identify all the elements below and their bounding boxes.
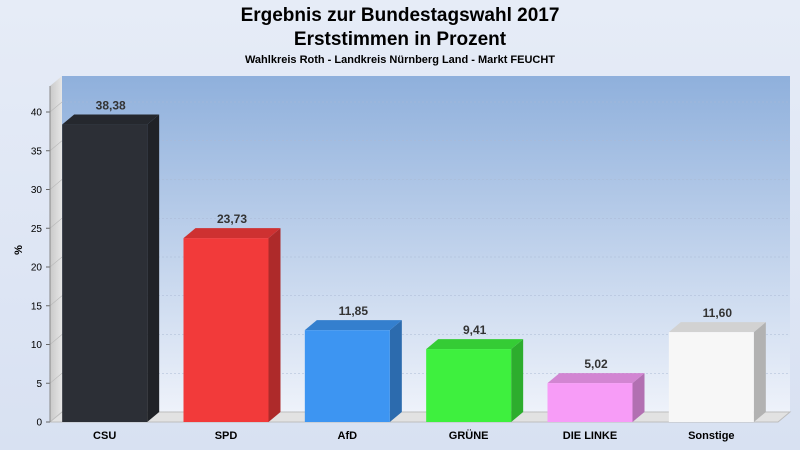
bar-top [62, 114, 160, 125]
y-axis-label: % [13, 245, 25, 255]
bar-side [511, 339, 524, 422]
bar-sonstige [668, 322, 766, 422]
bar-csu [62, 114, 160, 423]
x-category-label: DIE LINKE [563, 430, 617, 442]
grid-line-side [49, 295, 63, 306]
y-tick-label: 40 [31, 108, 43, 119]
x-category-label: AfD [338, 430, 358, 442]
y-tick-label: 15 [31, 301, 43, 312]
bar-front [547, 383, 633, 422]
bar-front [426, 349, 512, 422]
bar-value-label: 38,38 [96, 99, 126, 113]
grid-line-side [49, 179, 63, 190]
bar-side [147, 114, 160, 423]
chart-title-line2: Erststimmen in Prozent [293, 29, 507, 50]
y-tick-label: 35 [31, 146, 43, 157]
grid-line-side [49, 140, 63, 151]
chart-subtitle: Wahlkreis Roth - Landkreis Nürnberg Land… [244, 54, 556, 66]
grid-line-side [49, 101, 63, 113]
y-tick-label: 0 [36, 418, 42, 429]
bar-top [426, 339, 524, 350]
grid-line-side [49, 334, 63, 345]
bar-front [62, 124, 148, 423]
x-category-label: CSU [93, 430, 116, 442]
bar-front [304, 330, 390, 422]
bar-top [183, 228, 281, 239]
bar-value-label: 11,85 [339, 304, 369, 318]
bar-grüne [426, 339, 524, 422]
x-category-label: SPD [215, 430, 238, 442]
bar-side [753, 322, 766, 422]
grid-line-side [49, 218, 63, 229]
bar-value-label: 5,02 [584, 357, 608, 371]
bar-side [389, 320, 402, 422]
bar-spd [183, 228, 281, 422]
bar-top [668, 322, 766, 333]
plot-left-wall [50, 76, 62, 422]
y-tick-label: 25 [31, 224, 43, 235]
y-tick-label: 20 [31, 263, 43, 274]
x-category-label: Sonstige [688, 430, 734, 442]
chart-title: Ergebnis zur Bundestagswahl 2017 [240, 5, 560, 26]
x-category-label: GRÜNE [449, 429, 489, 442]
bar-value-label: 23,73 [217, 212, 247, 226]
bar-side [632, 373, 645, 422]
bar-value-label: 11,60 [703, 306, 733, 320]
bar-value-label: 9,41 [463, 323, 487, 337]
bar-front [183, 238, 269, 422]
grid-line-side [49, 256, 63, 268]
bar-die-linke [547, 373, 645, 422]
y-tick-label: 5 [36, 379, 42, 390]
y-tick-label: 10 [31, 340, 43, 351]
bar-side [268, 228, 281, 422]
bar-top [547, 373, 645, 384]
y-tick-label: 30 [31, 185, 43, 196]
bar-afd [304, 320, 402, 422]
bar-front [668, 332, 754, 422]
grid-line-side [49, 373, 63, 384]
bar-top [304, 320, 402, 331]
